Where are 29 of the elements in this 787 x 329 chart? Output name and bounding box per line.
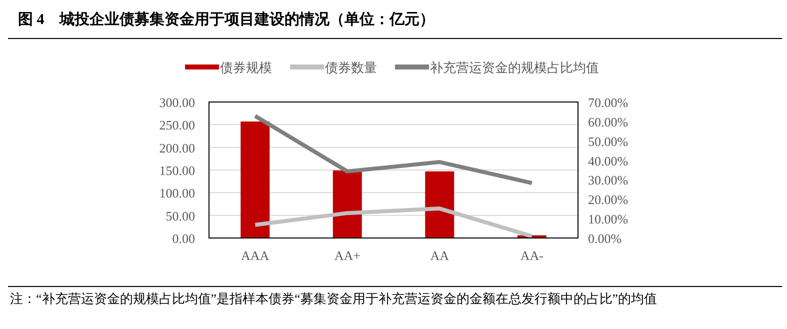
chart-title: 图 4 城投企业债募集资金用于项目建设的情况（单位：亿元） — [18, 11, 434, 28]
y2-tick-label: 10.00% — [588, 212, 628, 227]
y-tick-label: 200.00 — [159, 140, 195, 156]
bar — [332, 170, 362, 238]
y-tick-label: 300.00 — [159, 95, 195, 110]
y2-tick-label: 30.00% — [588, 172, 628, 188]
bar — [240, 121, 270, 238]
y2-tick-label: 70.00% — [588, 95, 628, 110]
y-tick-label: 150.00 — [159, 163, 195, 178]
y2-tick-label: 0.00% — [588, 231, 622, 246]
x-tick-label: AA+ — [334, 248, 360, 263]
y2-tick-label: 60.00% — [588, 114, 628, 130]
y-tick-label: 0.00 — [172, 231, 195, 246]
x-tick-label: AA — [430, 248, 450, 263]
y-tick-label: 250.00 — [159, 118, 195, 133]
line-series — [253, 206, 534, 238]
legend-label: 补充营运资金的规模占比均值 — [430, 61, 599, 76]
y2-tick-label: 50.00% — [588, 134, 628, 149]
x-tick-label: AAA — [241, 248, 270, 263]
bar — [425, 171, 454, 238]
y2-tick-label: 20.00% — [588, 192, 628, 208]
y-tick-label: 100.00 — [159, 186, 195, 201]
y2-tick-label: 40.00% — [588, 153, 628, 168]
x-tick-label: AA- — [520, 248, 544, 263]
legend-label: 债券规模 — [220, 61, 272, 76]
text: 注：“补充营运资金的规模占比均值”是指样本债券“募集资金用于补充营运资金的金额在总发行额中的占比”的均值 — [10, 291, 658, 306]
y-tick-label: 50.00 — [166, 208, 195, 224]
line-series — [253, 114, 534, 186]
legend-label: 债券数量 — [325, 61, 377, 76]
